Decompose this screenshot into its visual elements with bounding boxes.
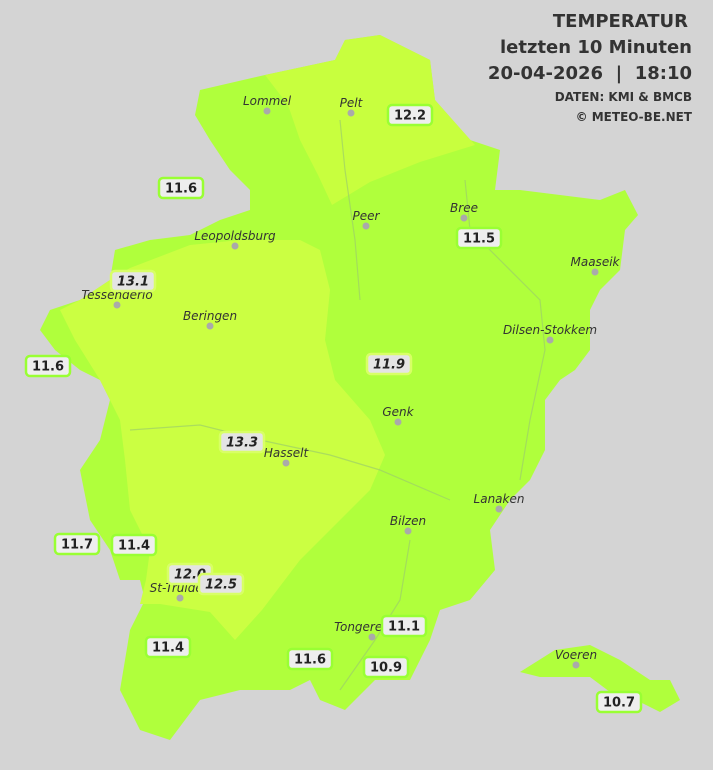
station-reading: 11.7 — [53, 532, 101, 556]
warm-zone-north — [265, 35, 475, 205]
datetime: 20-04-2026 | 18:10 — [488, 63, 692, 84]
city-dot — [572, 661, 580, 669]
city-dot — [362, 222, 370, 230]
city-label: Peer — [353, 209, 381, 223]
station-box — [157, 176, 205, 200]
station-box — [24, 354, 72, 378]
station-reading: 11.6 — [286, 647, 334, 671]
station-value: 11.6 — [165, 182, 197, 197]
station-reading: 12.5 — [197, 572, 245, 596]
river — [129, 119, 546, 691]
station-reading: 12.2 — [386, 103, 434, 127]
city-dot — [495, 505, 503, 513]
station-box — [144, 635, 192, 659]
station-box — [197, 572, 245, 596]
station-box — [365, 352, 413, 376]
station-reading: 13.3 — [218, 430, 266, 454]
station-box — [595, 690, 643, 714]
station-value: 11.4 — [152, 641, 184, 656]
city-dot — [368, 633, 376, 641]
city-dot — [231, 242, 239, 250]
city-label: Leopoldsburg — [194, 229, 276, 243]
station-value: 10.9 — [370, 661, 402, 676]
station-reading: 11.9 — [365, 352, 413, 376]
copyright: © METEO-BE.NET — [576, 110, 693, 124]
station-value: 12.5 — [205, 578, 237, 593]
city-label: Maaseik — [571, 255, 621, 269]
cities: Lommel PeltPeerBreeLeopoldsburgMaaseikTes… — [81, 94, 621, 669]
station-box — [386, 103, 434, 127]
station-box — [218, 430, 266, 454]
city-dot — [113, 301, 121, 309]
city-dot — [263, 107, 271, 115]
station-box — [109, 269, 157, 293]
station-reading: 10.7 — [595, 690, 643, 714]
station-value: 11.7 — [61, 538, 93, 553]
station-reading: 11.1 — [380, 614, 428, 638]
city-label: Bree — [450, 201, 478, 215]
city-label: Hasselt — [264, 446, 310, 460]
station-value: 11.6 — [32, 360, 64, 375]
stations: 12.211.611.513.111.6 11.913.311.7 11.412.0… — [24, 103, 643, 714]
city-label: Bilzen — [390, 514, 426, 528]
city-label: Lommel — [243, 94, 292, 108]
city-label: Tongeren — [334, 620, 390, 634]
station-box — [362, 655, 410, 679]
station-value: 11.9 — [373, 358, 405, 373]
station-value: 11.5 — [463, 232, 495, 247]
city-dot — [176, 594, 184, 602]
city-dot — [394, 418, 402, 426]
station-reading: 11.6 — [157, 176, 205, 200]
station-value: 12.2 — [394, 109, 426, 124]
station-reading: 10.9 — [362, 655, 410, 679]
subtitle: letzten 10 Minuten — [500, 37, 692, 58]
station-value: 10.7 — [603, 696, 635, 711]
city-label: Genk — [382, 405, 414, 419]
station-value: 13.1 — [117, 275, 149, 290]
station-value: 11.4 — [118, 539, 150, 554]
station-reading: 13.1 — [109, 269, 157, 293]
station-box — [286, 647, 334, 671]
station-reading: 11.6 — [24, 354, 72, 378]
city-dot — [282, 459, 290, 467]
station-value: 11.6 — [294, 653, 326, 668]
station-reading: 11.4 — [144, 635, 192, 659]
city-label: Voeren — [555, 648, 597, 662]
city-label: Beringen — [183, 309, 237, 323]
city-dot — [591, 268, 599, 276]
title: TEMPERATUR — [553, 11, 688, 32]
city-dot — [347, 109, 355, 117]
city-dot — [206, 322, 214, 330]
station-box — [380, 614, 428, 638]
station-reading: 11.4 — [110, 533, 158, 557]
city-dot — [404, 527, 412, 535]
source: DATEN: KMI & BMCB — [555, 90, 692, 104]
station-box — [53, 532, 101, 556]
station-value: 13.3 — [226, 436, 258, 451]
city-dot — [460, 214, 468, 222]
city-dot — [546, 336, 554, 344]
station-box — [455, 226, 503, 250]
city-label: Dilsen-Stokkem — [503, 323, 597, 337]
station-box — [110, 533, 158, 557]
station-reading: 11.5 — [455, 226, 503, 250]
city-label: Pelt — [340, 96, 364, 110]
city-label: Lanaken — [474, 492, 525, 506]
station-value: 11.1 — [388, 620, 420, 635]
